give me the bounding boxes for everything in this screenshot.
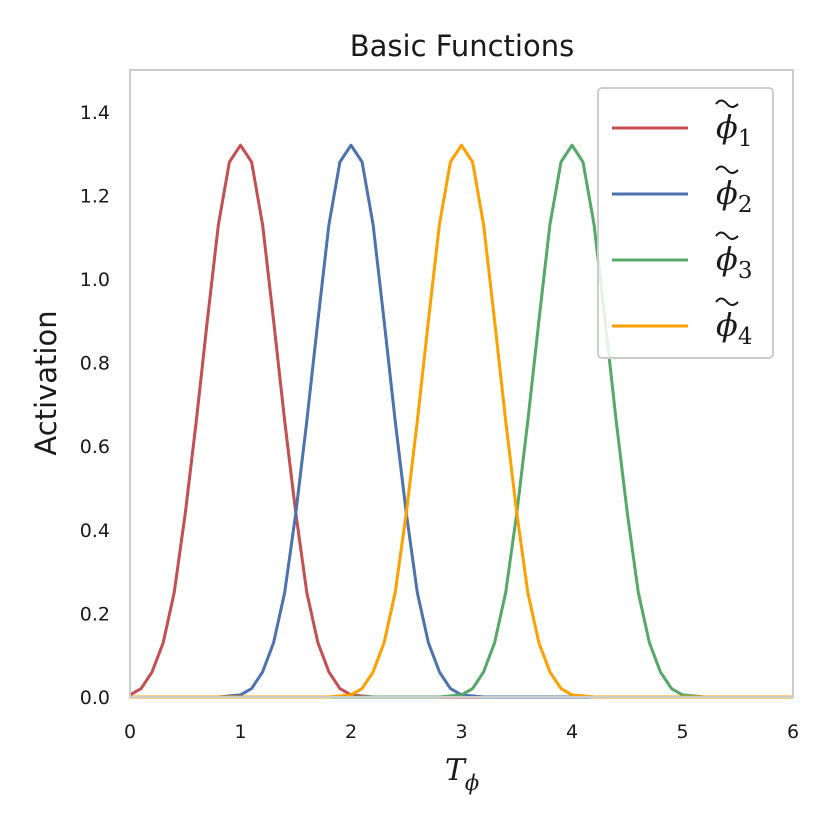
legend-symbol: ϕ bbox=[716, 174, 738, 212]
legend-subscript: 3 bbox=[738, 258, 753, 284]
y-axis-ticks: 0.0 0.2 0.4 0.6 0.8 1.0 1.2 1.4 bbox=[80, 102, 110, 709]
legend-box bbox=[597, 87, 774, 359]
tilde-icon bbox=[715, 231, 739, 240]
series-line-4 bbox=[130, 143, 793, 699]
x-tick-label: 0 bbox=[124, 721, 136, 743]
x-tick-label: 6 bbox=[787, 721, 799, 743]
x-axis-label: Tϕ bbox=[445, 753, 479, 795]
legend-label: ϕ1 bbox=[716, 108, 752, 152]
series-line-3 bbox=[130, 143, 793, 699]
x-axis-ticks: 0 1 2 3 4 5 6 bbox=[124, 721, 799, 743]
y-tick-label: 0.6 bbox=[80, 436, 110, 458]
legend-label: ϕ2 bbox=[716, 174, 752, 218]
y-tick-label: 1.4 bbox=[80, 102, 110, 124]
legend-symbol: ϕ bbox=[716, 108, 738, 146]
y-tick-label: 0.0 bbox=[80, 687, 110, 709]
x-tick-label: 5 bbox=[676, 721, 688, 743]
x-tick-label: 3 bbox=[455, 721, 467, 743]
y-tick-label: 1.2 bbox=[80, 185, 110, 207]
y-tick-label: 1.0 bbox=[80, 269, 110, 291]
legend-subscript: 4 bbox=[738, 324, 753, 350]
tilde-icon bbox=[715, 99, 739, 108]
series-line-2 bbox=[130, 143, 793, 699]
legend-label: ϕ4 bbox=[716, 306, 752, 350]
chart-title: Basic Functions bbox=[350, 29, 574, 63]
plot-area bbox=[129, 69, 794, 699]
x-tick-label: 1 bbox=[234, 721, 246, 743]
x-tick-label: 4 bbox=[566, 721, 578, 743]
y-tick-label: 0.4 bbox=[80, 520, 110, 542]
legend-subscript: 2 bbox=[738, 192, 753, 218]
y-tick-label: 0.8 bbox=[80, 353, 110, 375]
y-tick-label: 0.2 bbox=[80, 603, 110, 625]
legend-symbol: ϕ bbox=[716, 240, 738, 278]
y-axis-label: Activation bbox=[29, 310, 63, 455]
tilde-icon bbox=[715, 297, 739, 306]
legend-label: ϕ3 bbox=[716, 240, 752, 284]
x-tick-label: 2 bbox=[345, 721, 357, 743]
plot-frame bbox=[129, 69, 794, 698]
legend-subscript: 1 bbox=[738, 126, 753, 152]
tilde-icon bbox=[715, 165, 739, 174]
legend-symbol: ϕ bbox=[716, 306, 738, 344]
x-axis-label-subscript: ϕ bbox=[465, 771, 479, 795]
x-axis-label-main: T bbox=[445, 753, 467, 788]
